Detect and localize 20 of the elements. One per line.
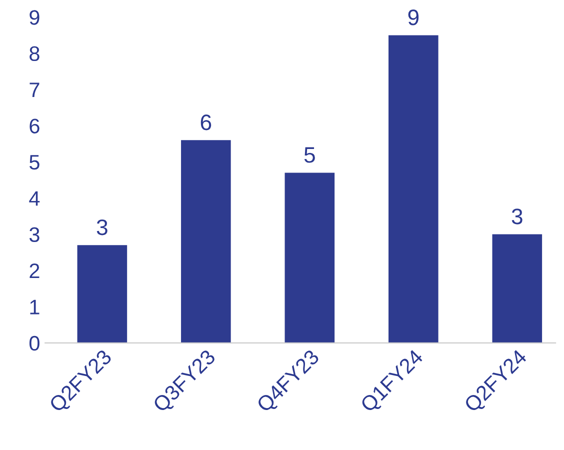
y-tick-label: 2: [30, 264, 40, 278]
y-tick-label: 0: [29, 336, 40, 351]
bar: [388, 35, 438, 343]
y-tick-label: 9: [30, 10, 40, 25]
data-label: 5: [304, 147, 315, 163]
bar: [284, 172, 335, 343]
data-label: 9: [408, 10, 419, 26]
data-label: 3: [512, 208, 522, 224]
bar: [77, 245, 128, 343]
y-tick-label: 6: [30, 118, 40, 134]
y-tick-label: 4: [29, 191, 40, 206]
y-tick-label: 1: [30, 300, 40, 314]
bar: [492, 234, 542, 343]
y-tick-label: 5: [30, 155, 40, 170]
y-tick-label: 8: [30, 46, 40, 62]
bar: [181, 140, 231, 343]
data-label: 6: [200, 114, 212, 130]
y-tick-label: 3: [29, 227, 40, 242]
y-tick-label: 7: [30, 82, 40, 98]
data-label: 3: [96, 219, 108, 236]
